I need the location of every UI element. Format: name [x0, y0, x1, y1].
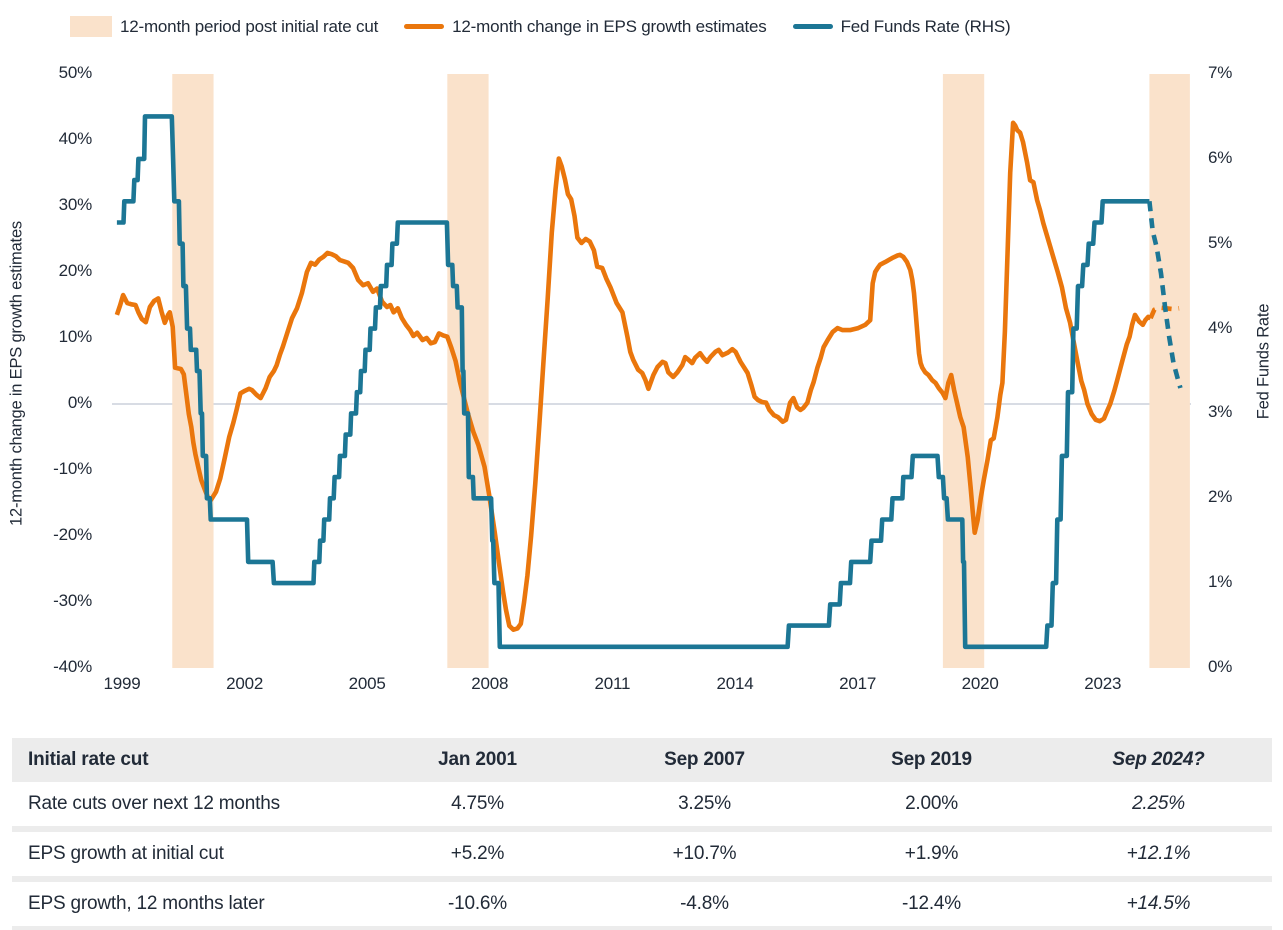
right-axis-tick-2%: 2%	[1208, 487, 1233, 507]
table-header-row: Initial rate cut Jan 2001 Sep 2007 Sep 2…	[12, 738, 1272, 782]
chart-area: 50% 40% 30% 20% 10% 0% -10% -20% -30% -40% 7% 6% 5% 4…	[7, 63, 1273, 693]
legend-band-label: 12-month period post initial rate cut	[120, 16, 379, 36]
cell-value: 2.00%	[905, 793, 958, 814]
row-label: EPS growth at initial cut	[28, 843, 224, 864]
cell-value-projected: 2.25%	[1132, 793, 1185, 814]
x-axis-tick-2008: 2008	[471, 674, 509, 693]
left-axis-tick-10%: 10%	[58, 327, 93, 346]
table-row-rate-cuts: Rate cuts over next 12 months 4.75% 3.25…	[12, 782, 1272, 829]
12-month-change-in-eps-growth-estimates-projection--line	[1148, 305, 1180, 320]
cell-value: 3.25%	[678, 793, 731, 814]
x-axis-tick-2005: 2005	[348, 674, 386, 693]
x-axis-tick-2017: 2017	[839, 674, 877, 693]
ffr-line-swatch-icon	[792, 24, 833, 29]
right-axis-tick-4%: 4%	[1208, 317, 1233, 337]
rate-cut-band-0	[172, 74, 214, 668]
row-label: Rate cuts over next 12 months	[28, 793, 280, 814]
fed-funds-rate-line	[116, 114, 1150, 650]
left-axis-tick-50%: 50%	[58, 63, 93, 82]
chart-legend: 12-month period post initial rate cut 12…	[70, 16, 1011, 37]
x-axis-tick-2020: 2020	[961, 674, 999, 693]
right-axis-title: Fed Funds Rate	[1254, 303, 1273, 420]
header-sep-2024: Sep 2024?	[1045, 738, 1272, 782]
right-axis-tick-7%: 7%	[1208, 63, 1233, 82]
cell-value: -4.8%	[680, 893, 729, 914]
cell-value: -12.4%	[901, 893, 961, 914]
left-axis-tick-20%: 20%	[58, 261, 93, 280]
fed-funds-rate-projection--line	[1147, 201, 1183, 389]
rate-cut-summary-table: Initial rate cut Jan 2001 Sep 2007 Sep 2…	[12, 738, 1272, 930]
left-axis-tick-30%: 30%	[58, 195, 93, 214]
right-axis-tick-3%: 3%	[1208, 402, 1233, 422]
left-axis-tick--30%: -30%	[53, 591, 92, 610]
cell-value: +10.7%	[672, 843, 737, 864]
right-axis-tick-1%: 1%	[1208, 572, 1233, 592]
left-axis-tick-0%: 0%	[67, 393, 92, 412]
legend-item-band: 12-month period post initial rate cut	[70, 16, 378, 37]
left-axis-tick--40%: -40%	[53, 657, 92, 676]
x-axis-tick-2011: 2011	[594, 674, 631, 693]
right-axis-tick-6%: 6%	[1208, 147, 1233, 167]
x-axis-tick-2002: 2002	[226, 674, 264, 693]
band-swatch-icon	[70, 16, 112, 37]
left-axis-tick--10%: -10%	[53, 459, 92, 478]
eps-line-swatch-icon	[404, 24, 445, 29]
cell-value: -10.6%	[447, 893, 507, 914]
header-jan-2001: Jan 2001	[364, 738, 591, 782]
header-sep-2007: Sep 2007	[591, 738, 818, 782]
legend-eps-label: 12-month change in EPS growth estimates	[452, 16, 767, 36]
x-axis-tick-2014: 2014	[716, 674, 754, 693]
right-axis-tick-0%: 0%	[1208, 656, 1233, 676]
table-row-eps-12m-later: EPS growth, 12 months later -10.6% -4.8%…	[12, 879, 1272, 929]
header-initial-rate-cut: Initial rate cut	[12, 738, 364, 782]
rate-cut-band-3	[1149, 74, 1190, 668]
cell-value-projected: +14.5%	[1126, 893, 1191, 914]
left-axis-tick-40%: 40%	[58, 129, 93, 148]
x-axis-tick-2023: 2023	[1084, 674, 1122, 693]
12-month-change-in-eps-growth-estimates-line	[114, 120, 1152, 632]
rate-cut-band-1	[447, 74, 489, 668]
right-axis-tick-5%: 5%	[1208, 232, 1233, 252]
legend-ffr-label: Fed Funds Rate (RHS)	[840, 16, 1011, 36]
legend-item-eps: 12-month change in EPS growth estimates	[404, 16, 767, 37]
cell-value-projected: +12.1%	[1126, 843, 1191, 864]
header-sep-2019: Sep 2019	[818, 738, 1045, 782]
legend-item-ffr: Fed Funds Rate (RHS)	[792, 16, 1011, 37]
left-axis-title: 12-month change in EPS growth estimates	[7, 221, 26, 526]
cell-value: 4.75%	[451, 793, 504, 814]
x-axis-tick-1999: 1999	[103, 674, 141, 693]
table-row-eps-at-cut: EPS growth at initial cut +5.2% +10.7% +…	[12, 829, 1272, 879]
chart-canvas	[112, 74, 1191, 668]
cell-value: +5.2%	[450, 843, 505, 864]
cell-value: +1.9%	[904, 843, 959, 864]
left-axis-tick--20%: -20%	[53, 525, 92, 544]
row-label: EPS growth, 12 months later	[28, 893, 265, 914]
